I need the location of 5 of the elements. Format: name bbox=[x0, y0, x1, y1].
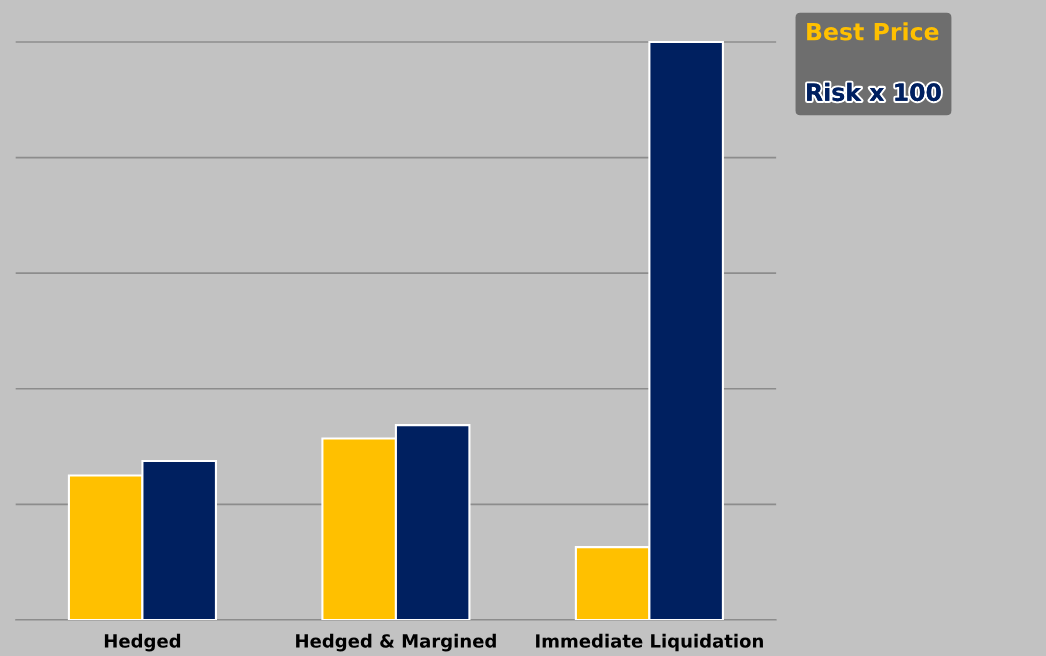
x-tick-label: Hedged & Margined bbox=[296, 633, 496, 652]
x-tick-label: Hedged bbox=[104, 633, 181, 652]
x-tick-label: Immediate Liquidation bbox=[536, 633, 763, 652]
text: Best Price bbox=[807, 22, 939, 41]
text: Risk x 100 bbox=[807, 82, 941, 102]
